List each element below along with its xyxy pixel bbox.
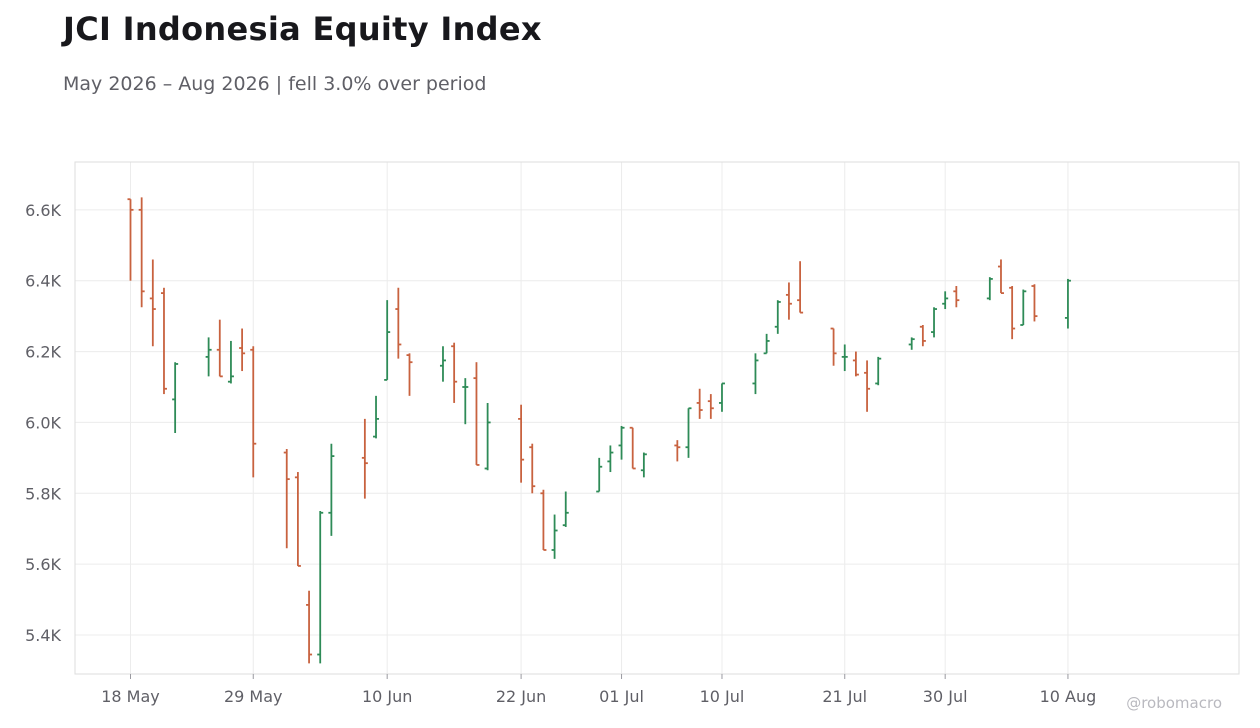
y-axis: 5.4K 5.6K 5.8K 6.0K 6.2K 6.4K 6.6K <box>25 201 61 645</box>
y-tick-label: 5.4K <box>25 626 61 645</box>
ohlc-bar <box>160 287 167 395</box>
ohlc-bar <box>216 319 223 378</box>
x-tick-label: 10 Aug <box>1040 687 1097 706</box>
ohlc-bar <box>361 418 368 499</box>
ohlc-bar <box>328 443 335 536</box>
ohlc-bar <box>239 328 246 372</box>
y-tick-label: 5.8K <box>25 484 61 503</box>
ohlc-bar <box>306 590 313 664</box>
ohlc-bar <box>997 259 1004 295</box>
x-tick-label: 18 May <box>101 687 160 706</box>
y-tick-label: 6.4K <box>25 272 61 291</box>
ohlc-bar <box>540 489 547 551</box>
ohlc-bar <box>942 291 949 310</box>
y-tick-label: 6.6K <box>25 201 61 220</box>
x-tick-label: 22 Jun <box>496 687 546 706</box>
x-tick-label: 10 Jul <box>700 687 745 706</box>
ohlc-bar <box>674 440 681 462</box>
plot-frame <box>74 161 1240 675</box>
ohlc-bar <box>395 287 402 359</box>
ohlc-bar <box>317 511 324 664</box>
y-tick-label: 5.6K <box>25 555 61 574</box>
ohlc-bar <box>1009 286 1016 340</box>
ohlc-bar <box>774 300 781 334</box>
ohlc-bar <box>484 402 491 471</box>
ohlc-bar <box>718 382 725 412</box>
ohlc-bar <box>629 426 636 470</box>
ohlc-bar <box>707 394 714 419</box>
y-tick-label: 6.0K <box>25 413 61 432</box>
ohlc-bar <box>986 277 993 301</box>
ohlc-bar <box>852 351 859 377</box>
gridlines <box>75 162 1239 674</box>
ohlc-bar <box>864 360 871 412</box>
ohlc-bar <box>618 425 625 460</box>
ohlc-bar <box>685 407 692 458</box>
ohlc-bar <box>830 327 837 366</box>
ohlc-bar <box>294 472 301 567</box>
x-tick-label: 01 Jul <box>599 687 644 706</box>
chart-subtitle: May 2026 – Aug 2026 | fell 3.0% over per… <box>63 73 487 95</box>
ohlc-bar <box>373 395 380 439</box>
ohlc-bar <box>149 259 156 347</box>
x-tick-label: 10 Jun <box>362 687 412 706</box>
ohlc-bar <box>797 261 804 314</box>
ohlc-bar <box>785 282 792 320</box>
ohlc-bar <box>551 514 558 559</box>
ohlc-bar <box>596 457 603 493</box>
x-tick-label: 21 Jul <box>822 687 867 706</box>
ohlc-bar <box>763 333 770 355</box>
ohlc-bar <box>931 307 938 338</box>
ohlc-bar <box>752 353 759 395</box>
ohlc-bar <box>473 362 480 466</box>
ohlc-bar <box>529 443 536 494</box>
ohlc-bar <box>908 337 915 350</box>
ohlc-bar <box>640 452 647 478</box>
ohlc-bar <box>562 491 569 527</box>
ohlc-bar <box>138 197 145 308</box>
ohlc-bar <box>919 324 926 347</box>
ohlc-bar <box>875 356 882 386</box>
ohlc-bar <box>283 449 290 549</box>
ohlc-bar <box>607 445 614 473</box>
x-tick-label: 30 Jul <box>923 687 968 706</box>
ohlc-bar <box>1020 289 1027 326</box>
ohlc-bar <box>127 198 134 281</box>
ohlc-bar <box>953 286 960 308</box>
ohlc-bar <box>1064 278 1071 329</box>
ohlc-bar <box>518 404 525 483</box>
ohlc-bar <box>205 337 212 377</box>
ohlc-bar <box>227 340 234 384</box>
x-axis: 18 May 29 May 10 Jun 22 Jun 01 Jul 10 Jul 21 J… <box>101 674 1096 706</box>
y-tick-label: 6.2K <box>25 343 61 362</box>
ohlc-bar <box>172 362 179 434</box>
ohlc-bar <box>462 378 469 425</box>
ohlc-bar <box>439 346 446 382</box>
ohlc-bar <box>384 300 391 381</box>
ohlc-bar <box>696 388 703 419</box>
x-tick-label: 29 May <box>224 687 283 706</box>
chart-title: JCI Indonesia Equity Index <box>63 10 542 48</box>
ohlc-bar <box>451 342 458 403</box>
ohlc-bars <box>127 197 1071 664</box>
ohlc-bar <box>1031 284 1038 322</box>
credit-label: @robomacro <box>1126 694 1222 712</box>
ohlc-bar <box>406 353 413 396</box>
ohlc-bar <box>250 346 257 478</box>
ohlc-bar <box>841 344 848 372</box>
